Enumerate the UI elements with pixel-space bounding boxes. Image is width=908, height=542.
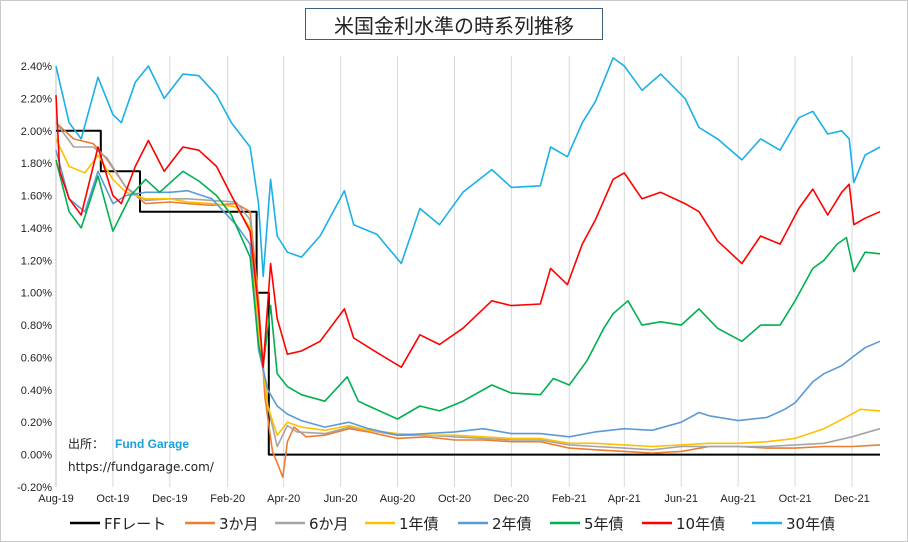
y-tick-label: 1.80% <box>21 158 52 170</box>
legend: FFレート 3か月 6か月 1年債 2年債 5年債 10年債 30年債 <box>70 515 835 533</box>
plot-area <box>55 57 881 479</box>
x-tick-label: Apr-20 <box>267 493 300 505</box>
x-tick-label: Jun-21 <box>664 493 698 505</box>
source-annotation: 出所： Fund Garage https://fundgarage.com/ <box>68 437 215 474</box>
y-tick-label: 0.40% <box>21 385 52 397</box>
gridlines <box>112 56 853 487</box>
legend-entry: 6か月 <box>309 515 349 533</box>
series-line <box>55 159 881 420</box>
x-tick-label: Feb-21 <box>552 493 587 505</box>
x-tick-label: Dec-21 <box>834 493 869 505</box>
y-tick-label: -0.20% <box>17 482 52 494</box>
series-line <box>55 138 881 448</box>
legend-entry: FFレート <box>104 515 166 533</box>
series-line <box>55 149 881 438</box>
y-tick-label: 0.00% <box>21 450 52 462</box>
x-tick-label: Dec-19 <box>152 493 187 505</box>
y-tick-label: 2.20% <box>21 93 52 105</box>
series-line <box>55 95 881 368</box>
x-tick-label: Oct-20 <box>438 493 471 505</box>
y-tick-label: 2.40% <box>21 61 52 73</box>
series-line <box>55 122 881 479</box>
y-tick-label: 2.00% <box>21 126 52 138</box>
chart-title: 米国金利水準の時系列推移 <box>305 8 603 40</box>
x-tick-label: Aug-21 <box>720 493 755 505</box>
y-tick-label: 1.40% <box>21 223 52 235</box>
legend-entry: 2年債 <box>492 515 532 533</box>
y-tick-label: 0.60% <box>21 352 52 364</box>
x-tick-label: Aug-20 <box>380 493 415 505</box>
legend-entry: 3か月 <box>219 515 259 533</box>
x-tick-label: Dec-20 <box>494 493 529 505</box>
source-url: https://fundgarage.com/ <box>68 460 215 474</box>
source-label: 出所： <box>68 437 104 451</box>
y-tick-label: 1.20% <box>21 255 52 267</box>
x-tick-label: Feb-20 <box>210 493 245 505</box>
x-tick-label: Jun-20 <box>324 493 358 505</box>
y-tick-label: 1.00% <box>21 288 52 300</box>
series-line <box>55 122 881 451</box>
series-line <box>56 129 880 456</box>
legend-entry: 5年債 <box>584 515 624 533</box>
y-tick-label: 0.20% <box>21 417 52 429</box>
x-tick-label: Aug-19 <box>38 493 73 505</box>
y-tick-label: 0.80% <box>21 320 52 332</box>
y-tick-label: 1.60% <box>21 191 52 203</box>
x-tick-label: Oct-21 <box>779 493 812 505</box>
x-tick-label: Apr-21 <box>608 493 641 505</box>
source-brand: Fund Garage <box>115 437 189 451</box>
x-tick-label: Oct-19 <box>96 493 129 505</box>
legend-entry: 1年債 <box>399 515 439 533</box>
legend-entry: 30年債 <box>786 515 835 533</box>
legend-entry: 10年債 <box>676 515 725 533</box>
series-line <box>55 57 881 278</box>
y-axis: -0.20% 0.00% 0.20% 0.40% 0.60% 0.80% 1.00% 1.20… <box>17 61 57 494</box>
x-axis: Aug-19 Oct-19 Dec-19 Feb-20 Apr-20 Jun-20 Aug-… <box>38 493 869 505</box>
